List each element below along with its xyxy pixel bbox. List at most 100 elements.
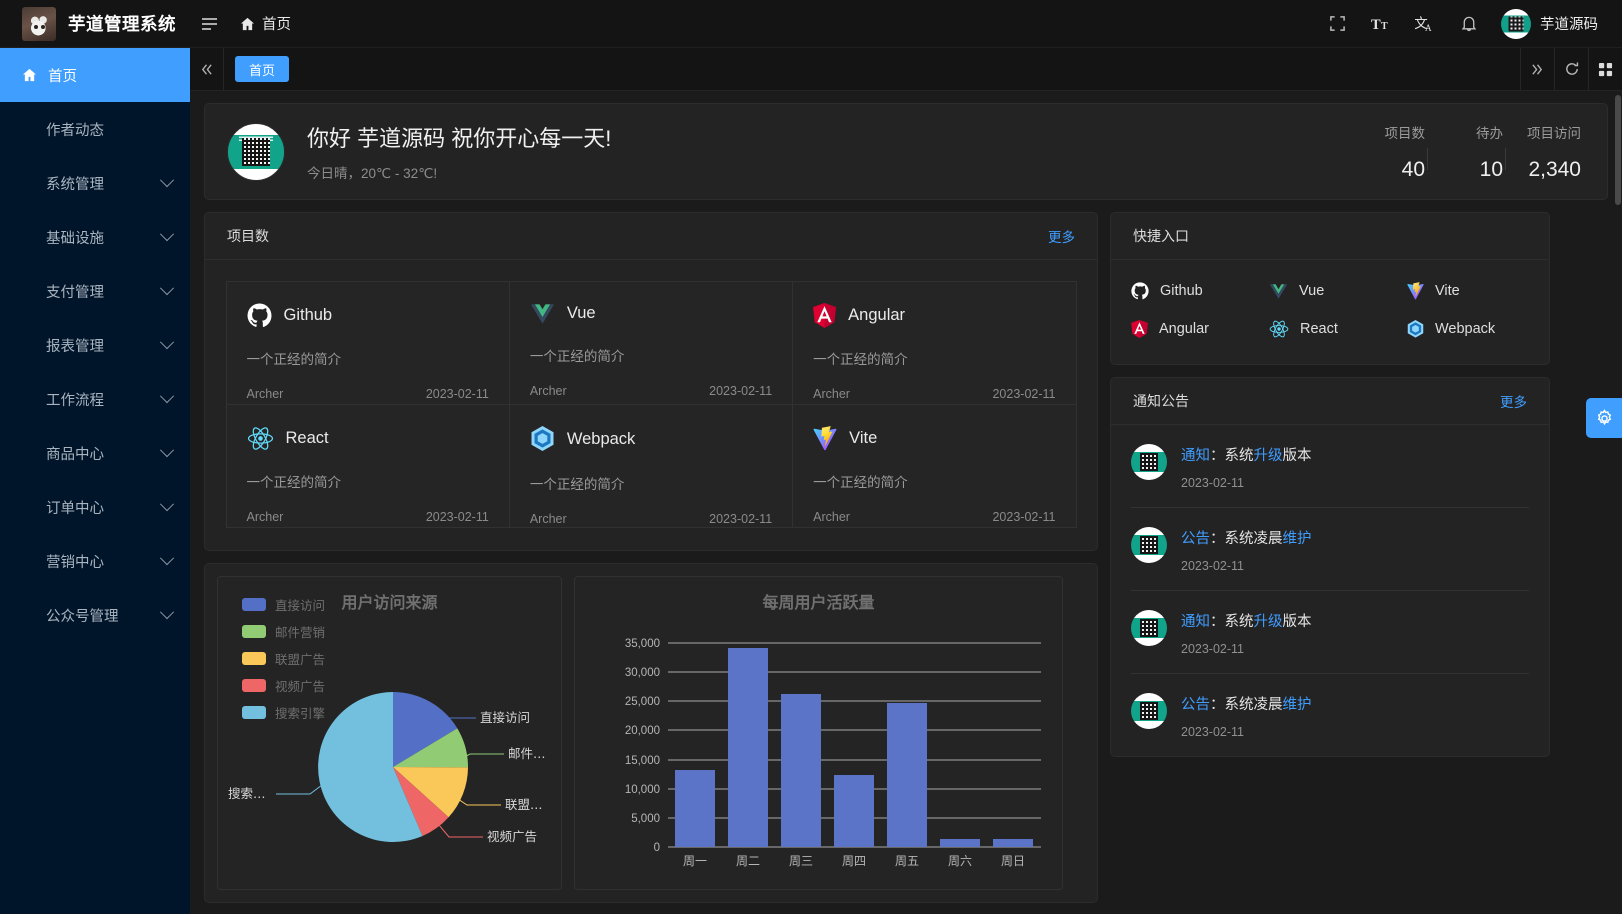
quick-entry-label: React (1300, 321, 1338, 337)
notice-title: 通知：系统升级版本 (1181, 610, 1312, 631)
notice-date: 2023-02-11 (1181, 476, 1245, 490)
app-logo-icon (22, 6, 56, 41)
notice-suffix: 版本 (1282, 448, 1312, 464)
left-column: 项目数 更多 Github (204, 212, 1098, 903)
bar-chart-svg: 35,000 30,000 25,000 20,000 15,000 10,00… (625, 638, 1041, 868)
project-desc: 一个正经的简介 (529, 348, 625, 364)
project-card-react[interactable]: React 一个正经的简介 Archer 2023-02-11 (225, 403, 510, 528)
sidebar-item-label: 基础设施 (46, 230, 104, 247)
notice-item[interactable]: 通知：系统升级版本 2023-02-11 (1131, 591, 1529, 674)
page-scrollbar[interactable] (1615, 95, 1621, 205)
notice-item[interactable]: 通知：系统升级版本 2023-02-11 (1131, 425, 1529, 508)
legend-swatch (242, 625, 266, 638)
quick-entry-angular[interactable]: Angular (1131, 314, 1269, 344)
settings-drawer-button[interactable] (1586, 398, 1622, 438)
translate-icon[interactable]: 文 A (1405, 0, 1445, 48)
chevron-down-icon (159, 227, 175, 242)
hamburger-icon[interactable] (190, 0, 228, 48)
project-card-vite[interactable]: Vite 一个正经的简介 Archer 2023-02-11 (792, 403, 1077, 528)
sidebar-item-system-mgmt[interactable]: 系统管理 (0, 156, 190, 210)
bar-xlabel-mon: 周一 (683, 854, 707, 868)
refresh-icon[interactable] (1554, 48, 1588, 90)
sidebar: 首页 作者动态 系统管理 基础设施 支付管理 报表管理 工作流程 商品中心 (0, 48, 190, 914)
sidebar-item-home[interactable]: 首页 (0, 48, 190, 102)
legend-item[interactable]: 邮件营销 (242, 622, 325, 641)
legend-item[interactable]: 视频广告 (242, 676, 325, 695)
pie-chart[interactable]: 用户访问来源 直接访问 邮件营销 (217, 576, 562, 890)
stat-value: 2,340 (1528, 157, 1581, 181)
bar-tue (728, 648, 768, 847)
grid-icon[interactable] (1588, 48, 1622, 90)
sidebar-item-label: 营销中心 (46, 554, 104, 571)
legend-label: 联盟广告 (275, 653, 326, 667)
quick-entry-webpack[interactable]: Webpack (1407, 314, 1545, 344)
legend-label: 视频广告 (275, 680, 326, 694)
bar-mon (675, 770, 715, 847)
quick-entry-vite[interactable]: Vite (1407, 276, 1545, 306)
project-card-angular[interactable]: Angular 一个正经的简介 Archer 2023-02-11 (792, 280, 1077, 405)
sidebar-item-order-center[interactable]: 订单中心 (0, 480, 190, 534)
right-column: 快捷入口 Github Vue (1110, 212, 1550, 903)
projects-more-link[interactable]: 更多 (1048, 230, 1075, 245)
sidebar-item-marketing-center[interactable]: 营销中心 (0, 534, 190, 588)
breadcrumb[interactable]: 首页 (228, 0, 303, 48)
legend-item[interactable]: 直接访问 (242, 595, 325, 614)
bar-chart[interactable]: 每周用户活跃量 (574, 576, 1063, 890)
project-desc: 一个正经的简介 (246, 474, 342, 490)
project-card-webpack[interactable]: Webpack 一个正经的简介 Archer 2023-02-11 (508, 403, 794, 528)
legend-item[interactable]: 联盟广告 (242, 649, 325, 668)
font-size-icon[interactable]: T T (1361, 0, 1401, 48)
notice-title: 公告：系统凌晨维护 (1181, 527, 1312, 548)
chevron-right-double-icon[interactable] (1520, 48, 1554, 90)
sidebar-item-report-mgmt[interactable]: 报表管理 (0, 318, 190, 372)
svg-text:35,000: 35,000 (625, 638, 660, 650)
projects-card: 项目数 更多 Github (204, 212, 1098, 551)
sidebar-item-label: 支付管理 (46, 284, 104, 301)
stat-todo: 待办 10 (1425, 122, 1503, 182)
legend-label: 直接访问 (275, 599, 326, 613)
notice-date: 2023-02-11 (1181, 559, 1245, 573)
sidebar-item-product-center[interactable]: 商品中心 (0, 426, 190, 480)
project-date: 2023-02-11 (709, 383, 773, 398)
notice-text: 通知：系统升级版本 2023-02-11 (1181, 610, 1312, 656)
chevron-left-double-icon[interactable] (190, 48, 224, 90)
sidebar-item-label: 作者动态 (46, 122, 104, 139)
chevron-down-icon (159, 281, 175, 296)
quick-entry-label: Angular (1159, 321, 1209, 337)
quick-entry-github[interactable]: Github (1131, 276, 1269, 306)
project-footer: Archer 2023-02-11 (530, 512, 772, 526)
notice-highlight: 维护 (1282, 531, 1312, 547)
pie-label-affiliate: 联盟… (505, 797, 543, 812)
sidebar-item-label: 公众号管理 (46, 608, 119, 625)
quick-entry-vue[interactable]: Vue (1269, 276, 1407, 306)
stat-value: 40 (1401, 157, 1425, 181)
project-author: Archer (246, 509, 284, 524)
project-card-github[interactable]: Github 一个正经的简介 Archer 2023-02-11 (225, 280, 510, 405)
angular-icon (1131, 320, 1148, 338)
sidebar-item-payment-mgmt[interactable]: 支付管理 (0, 264, 190, 318)
fullscreen-icon[interactable] (1317, 0, 1357, 48)
user-menu[interactable]: 芋道源码 (1493, 0, 1608, 48)
sidebar-item-workflow[interactable]: 工作流程 (0, 372, 190, 426)
sidebar-item-author-news[interactable]: 作者动态 (0, 102, 190, 156)
greeting-text: 你好 芋道源码 祝你开心每一天! (307, 126, 612, 151)
legend-swatch (242, 652, 266, 665)
project-card-vue[interactable]: Vue 一个正经的简介 Archer 2023-02-11 (508, 280, 794, 405)
dashboard-columns: 项目数 更多 Github (204, 212, 1608, 903)
sidebar-item-official-account[interactable]: 公众号管理 (0, 588, 190, 642)
tab-home[interactable]: 首页 (235, 56, 290, 82)
legend-item[interactable]: 搜索引擎 (242, 703, 325, 722)
bar-wed (781, 694, 821, 847)
svg-text:15,000: 15,000 (625, 755, 660, 767)
notices-more-link[interactable]: 更多 (1500, 395, 1527, 410)
notice-highlight: 维护 (1282, 697, 1312, 713)
notice-item[interactable]: 公告：系统凌晨维护 2023-02-11 (1131, 674, 1529, 756)
legend-swatch (242, 706, 266, 719)
sidebar-item-infrastructure[interactable]: 基础设施 (0, 210, 190, 264)
quick-entry-react[interactable]: React (1269, 314, 1407, 344)
notice-item[interactable]: 公告：系统凌晨维护 2023-02-11 (1131, 508, 1529, 591)
react-icon (247, 426, 273, 450)
bell-icon[interactable] (1449, 0, 1489, 48)
brand[interactable]: 芋道管理系统 (0, 6, 190, 41)
svg-text:25,000: 25,000 (625, 696, 660, 708)
